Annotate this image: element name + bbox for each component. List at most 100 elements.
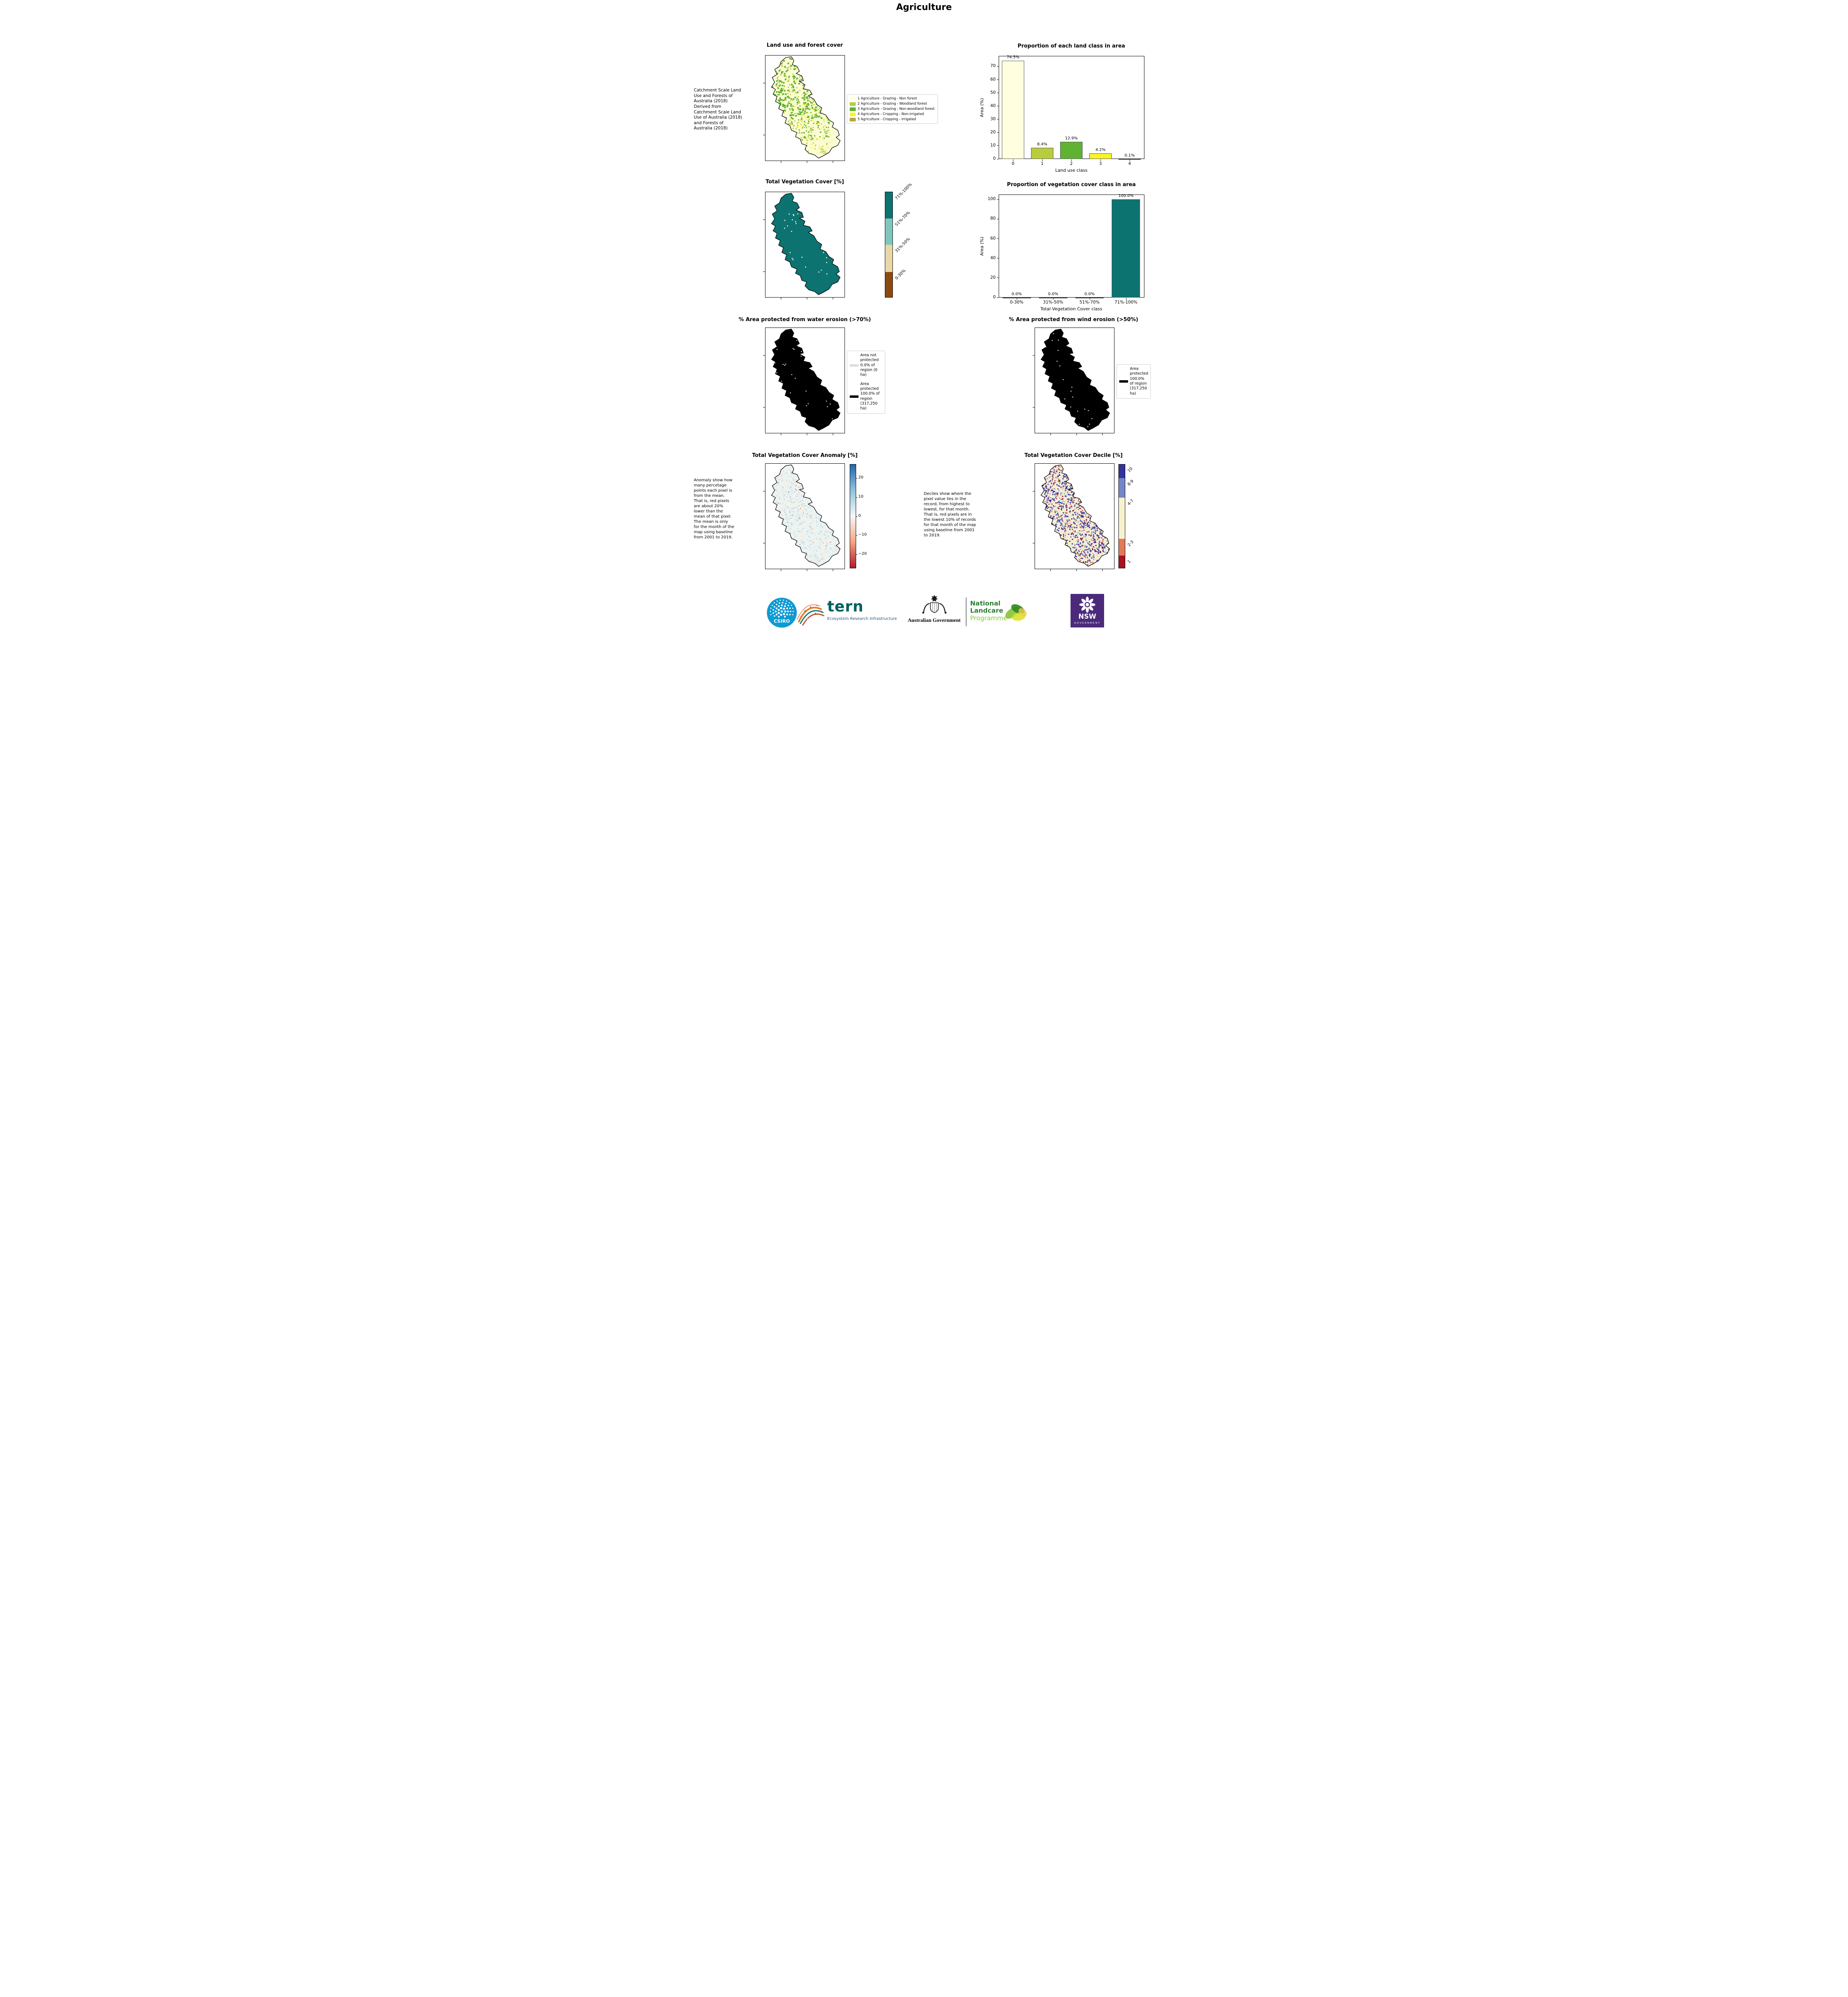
vegcover-map-title: Total Vegetation Cover [%] [765, 179, 844, 185]
colorbar-tick-label: 20 [858, 475, 864, 480]
y-tick-label: 30 [990, 116, 996, 121]
bar-value-label: 0.0% [1048, 292, 1059, 296]
wind-erosion-map [1032, 328, 1114, 435]
x-tick-label: 2 [1070, 161, 1073, 166]
water-erosion-title: % Area protected from water erosion (>70… [738, 317, 871, 323]
legend-swatch [849, 364, 859, 367]
legend-item: 5 Agriculture - Cropping - Irrigated [849, 117, 935, 121]
landcare-leaves-icon [1005, 604, 1027, 621]
anomaly-caption: Anomaly show how many percetage points e… [694, 478, 734, 540]
bar [1060, 142, 1083, 159]
bar-value-label: 74.5% [1007, 55, 1019, 60]
decile-colorbar: 10 8-9 4-7 2-3 1 [1118, 464, 1134, 568]
bar-value-label: 100.0% [1118, 194, 1134, 199]
legend-swatch [849, 395, 859, 398]
legend-item: Area protected 100.0% of region (317,250… [849, 381, 882, 411]
vegcover-colorbar: 71%-100% 51%-70% 31%-50% 0-30% [884, 183, 913, 298]
colorbar-tick [855, 516, 857, 517]
wind-erosion-title: % Area protected from wind erosion (>50%… [1009, 317, 1138, 323]
anomaly-map [763, 463, 845, 571]
x-tick-label: 1 [1041, 161, 1044, 166]
nsw-government-logo: NSW GOVERNMENT [1070, 594, 1104, 629]
legend-label: Area protected 100.0% of region (317,250… [1130, 367, 1148, 396]
bar-value-label: 0.1% [1124, 153, 1135, 158]
landcare-word-3: Programme [970, 614, 1007, 622]
x-tick-label: 31%-50% [1043, 300, 1063, 305]
x-tick-label: 0-30% [1010, 300, 1024, 305]
legend-swatch [849, 112, 856, 116]
csiro-wordmark: CSIRO [773, 618, 790, 624]
tern-wordmark: tern [827, 598, 864, 615]
y-tick-mark [997, 132, 999, 133]
bar-value-label: 8.4% [1037, 142, 1047, 147]
anomaly-colorbar: 20 10 0 −10 −20 [849, 464, 867, 568]
colorbar-label: 51%-70% [894, 210, 911, 227]
colorbar-label: 0-30% [894, 268, 907, 281]
australian-government-logo: Australian Government [906, 594, 963, 623]
colorbar-tick-label: 0 [858, 513, 861, 518]
colorbar-label: 2-3 [1126, 540, 1134, 548]
x-tick-mark [1042, 159, 1043, 161]
y-tick-label: 10 [990, 143, 996, 148]
colorbar-label: 1 [1126, 559, 1132, 564]
bar [1001, 60, 1025, 159]
y-tick-label: 20 [990, 129, 996, 135]
colorbar-segment [885, 244, 892, 272]
colorbar-segment [1118, 539, 1125, 556]
y-tick-label: 60 [990, 236, 996, 241]
colorbar-segment [885, 218, 892, 245]
legend-swatch [849, 117, 856, 121]
tern-art-icon [796, 604, 825, 626]
colorbar-tick [855, 554, 857, 555]
colorbar-label: 31%-50% [894, 236, 911, 254]
colorbar-tick-label: −20 [858, 552, 867, 556]
y-tick-label: 40 [990, 103, 996, 108]
colorbar-segment [1118, 465, 1125, 478]
colorbar-segment [1118, 497, 1125, 539]
colorbar-label: 10 [1126, 466, 1134, 473]
wind-erosion-legend: Area protected 100.0% of region (317,250… [1116, 364, 1151, 399]
commonwealth-crest-icon [922, 595, 946, 614]
colorbar-segment [1118, 555, 1125, 568]
landclass-chart-xlabel: Land use class [1055, 168, 1088, 173]
y-tick-mark [997, 145, 999, 146]
legend-swatch [849, 97, 856, 101]
legend-swatch [849, 107, 856, 111]
colorbar-label: 4-7 [1126, 498, 1134, 506]
y-tick-label: 20 [990, 275, 996, 280]
x-tick-label: 3 [1099, 161, 1102, 166]
y-tick-label: 0 [993, 156, 996, 161]
australian-government-wordmark: Australian Government [908, 617, 961, 623]
bar-value-label: 4.2% [1095, 148, 1106, 153]
tern-subtitle: Ecosystem Research Infrastructure [827, 617, 897, 621]
legend-item: 1 Agriculture - Grazing - Non forest [849, 97, 935, 101]
y-tick-label: 0 [993, 295, 996, 300]
y-tick-label: 100 [987, 197, 996, 202]
legend-label: 5 Agriculture - Cropping - Irrigated [857, 117, 916, 121]
legend-label: Area protected 100.0% of region (317,250… [860, 381, 880, 411]
water-erosion-legend: Area not protected 0.0% of region (0 ha)… [847, 351, 885, 414]
csiro-circle [767, 598, 797, 628]
vegclass-chart-title: Proportion of vegetation cover class in … [1007, 182, 1136, 188]
y-tick-mark [997, 79, 999, 80]
y-tick-label: 60 [990, 77, 996, 82]
decile-map [1032, 463, 1114, 571]
legend-label: Area not protected 0.0% of region (0 ha) [860, 353, 879, 377]
landclass-chart-title: Proportion of each land class in area [1017, 43, 1125, 49]
legend-label: 3 Agriculture - Grazing - Non-woodland f… [857, 107, 935, 111]
page-title: Agriculture [896, 2, 952, 12]
water-erosion-map [763, 328, 845, 435]
legend-label: 2 Agriculture - Grazing - Woodland fores… [857, 102, 927, 106]
national-landcare-logo: National Landcare Programme [970, 599, 1007, 622]
decile-caption: Deciles show where the pixel value lies … [924, 492, 976, 538]
landcare-word-2: Landcare [970, 607, 1003, 615]
y-tick-label: 80 [990, 216, 996, 221]
x-tick-label: 0 [1011, 161, 1015, 166]
landcare-word-1: National [970, 599, 1001, 607]
x-tick-label: 71%-100% [1114, 300, 1138, 305]
waratah-icon [1079, 596, 1095, 613]
colorbar-tick-label: −10 [858, 532, 867, 537]
report-page: Agriculture Land use and forest cover Ca… [693, 0, 1155, 631]
colorbar-segment [885, 272, 892, 297]
x-tick-label: 51%-70% [1079, 300, 1100, 305]
